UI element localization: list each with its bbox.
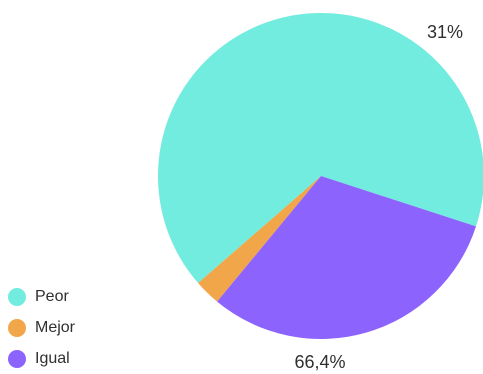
legend-swatch-igual — [8, 350, 26, 368]
slice-label-igual: 31% — [427, 22, 463, 42]
pie-slice-igual[interactable] — [217, 176, 477, 339]
slice-label-peor: 66,4% — [294, 352, 345, 372]
legend-label-igual: Igual — [35, 350, 70, 367]
legend-label-peor: Peor — [35, 288, 69, 305]
legend-item-mejor[interactable]: Mejor — [8, 318, 75, 338]
pie-slice-mejor[interactable] — [198, 176, 321, 302]
pie-slice-peor[interactable] — [158, 12, 483, 284]
legend-item-igual[interactable]: Igual — [8, 349, 75, 369]
legend-label-mejor: Mejor — [35, 319, 76, 336]
legend-swatch-peor — [8, 288, 26, 306]
legend-swatch-mejor — [8, 319, 26, 337]
chart-legend: Peor Mejor Igual — [8, 287, 75, 369]
legend-item-peor[interactable]: Peor — [8, 287, 75, 307]
